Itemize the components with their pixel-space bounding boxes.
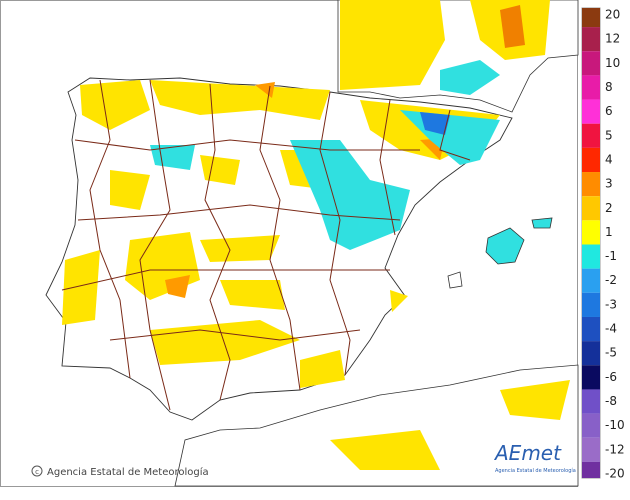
legend-label: -12 (605, 442, 625, 456)
legend-swatch (582, 413, 600, 438)
legend-swatch (582, 196, 600, 221)
legend-label: 8 (605, 80, 613, 94)
legend: 20 12 10 8 6 5 4 3 2 1 -1 -2 -3 -4 -5 -6 -8 -10 -12 -20 (581, 7, 625, 481)
legend-label: -1 (605, 249, 617, 263)
legend-swatch (582, 51, 600, 76)
legend-swatch (582, 461, 600, 478)
legend-label: 20 (605, 8, 620, 22)
legend-label: 12 (605, 32, 620, 46)
legend-swatch (582, 99, 600, 124)
copyright-icon: c (35, 468, 39, 476)
logo-subtitle: Agencia Estatal de Meteorología (495, 467, 576, 474)
legend-label: -10 (605, 418, 625, 432)
legend-swatch (582, 27, 600, 52)
legend-label: -4 (605, 322, 617, 336)
logo-name: AEmet (493, 441, 562, 465)
legend-swatch (582, 75, 600, 100)
legend-swatch (582, 292, 600, 317)
anomaly-orange (500, 5, 525, 48)
legend-swatch (582, 268, 600, 293)
province-borders (61, 79, 471, 411)
legend-swatch (582, 8, 600, 28)
anomaly-yellow (340, 0, 445, 90)
legend-swatch (582, 220, 600, 245)
legend-label: -8 (605, 394, 617, 408)
legend-label: 10 (605, 56, 620, 70)
anomaly-yellow (330, 430, 440, 470)
legend-swatch (582, 123, 600, 148)
copyright-icon (31, 465, 43, 477)
legend-swatch (582, 389, 600, 414)
legend-label: -5 (605, 346, 617, 360)
copyright-text: Agencia Estatal de Meteorología (47, 466, 209, 478)
menorca (531, 217, 553, 229)
legend-swatch (582, 147, 600, 173)
legend-label: 4 (605, 152, 613, 166)
legend-swatch (582, 365, 600, 390)
legend-label: 6 (605, 104, 613, 118)
mallorca (485, 227, 525, 265)
legend-label: 2 (605, 201, 613, 215)
legend-label: 3 (605, 177, 613, 191)
legend-label: -6 (605, 370, 617, 384)
anomaly-cyan-areas (150, 110, 500, 250)
legend-swatch (582, 341, 600, 366)
legend-label: -3 (605, 297, 617, 311)
legend-swatch (582, 172, 600, 197)
africa (174, 364, 579, 487)
legend-swatch (582, 437, 600, 462)
anomaly-cyan (440, 60, 500, 95)
legend-label: -2 (605, 273, 617, 287)
ibiza (447, 271, 463, 289)
anomaly-blue (420, 112, 450, 135)
legend-label: 5 (605, 128, 613, 142)
legend-swatch (582, 316, 600, 342)
legend-label: -20 (605, 467, 625, 481)
anomaly-yellow (500, 380, 570, 420)
legend-label: 1 (605, 225, 613, 239)
legend-swatch (582, 244, 600, 269)
